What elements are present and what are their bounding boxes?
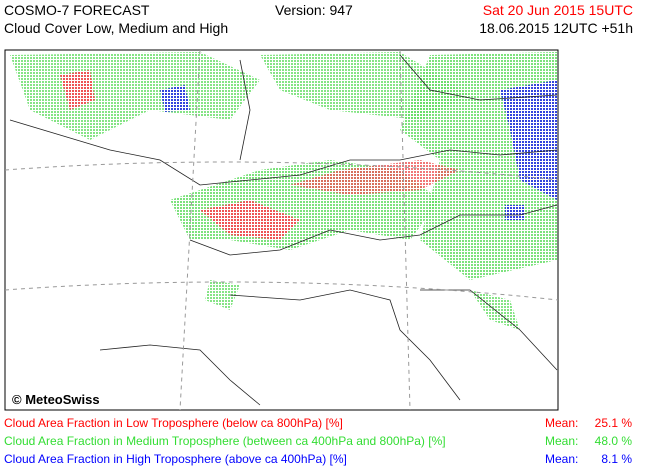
legend-label: Cloud Area Fraction in High Troposphere … xyxy=(4,452,347,466)
mean-label: Mean: xyxy=(545,416,579,430)
cloud-patches xyxy=(10,52,557,330)
legend-label: Cloud Area Fraction in Low Troposphere (… xyxy=(4,416,343,430)
version: Version: 947 xyxy=(275,2,353,18)
valid-time: Sat 20 Jun 2015 15UTC xyxy=(482,2,633,18)
credit: © MeteoSwiss xyxy=(12,392,100,407)
graticule xyxy=(4,49,559,411)
legend-label: Cloud Area Fraction in Medium Tropospher… xyxy=(4,434,446,448)
title: COSMO-7 FORECAST xyxy=(4,2,150,18)
subtitle: Cloud Cover Low, Medium and High xyxy=(4,20,229,36)
mean-label: Mean: xyxy=(545,452,579,466)
borders xyxy=(9,54,558,406)
mean-value: 25.1 % xyxy=(594,416,632,430)
mean-value: 8.1 % xyxy=(601,452,632,466)
mean-label: Mean: xyxy=(545,434,579,448)
mean-value: 48.0 % xyxy=(594,434,632,448)
run-time: 18.06.2015 12UTC +51h xyxy=(479,20,633,36)
